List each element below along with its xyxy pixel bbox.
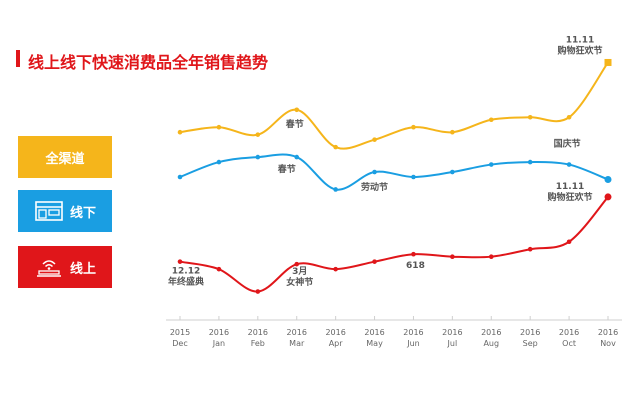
data-point-online: [488, 254, 494, 259]
legend-online: 线上: [18, 246, 112, 288]
x-tick-month: Nov: [600, 339, 616, 348]
annotation-label: 3月: [292, 266, 307, 277]
x-tick-month: Oct: [562, 339, 576, 348]
x-tick-year: 2016: [520, 328, 540, 337]
x-tick-month: Jun: [406, 339, 420, 348]
title-accent-bar: [16, 50, 20, 67]
data-point-online: [255, 289, 261, 294]
legend-offline-label: 线下: [70, 205, 97, 221]
x-tick-month: Sep: [523, 339, 538, 348]
x-tick-month: Feb: [251, 339, 265, 348]
x-tick-month: Jul: [447, 339, 458, 348]
x-tick-month: Aug: [483, 339, 499, 348]
x-tick-month: May: [366, 339, 383, 348]
annotation-label: 国庆节: [554, 138, 581, 150]
x-tick-year: 2015: [170, 328, 190, 337]
store-icon: [34, 200, 64, 222]
annotation-label: 劳动节: [361, 181, 388, 193]
legend-offline: 线下: [18, 190, 112, 232]
data-point-online: [450, 254, 455, 259]
data-point-online: [411, 251, 416, 257]
data-point-offline: [294, 154, 300, 160]
x-tick-year: 2016: [209, 328, 229, 337]
x-tick-year: 2016: [403, 328, 423, 337]
x-tick-month: Apr: [329, 339, 344, 348]
annotation-label: 11.11: [556, 182, 584, 192]
annotation-label: 618: [406, 261, 425, 271]
data-point-offline: [604, 176, 612, 183]
series-line-offline: [179, 153, 609, 191]
x-tick-year: 2016: [598, 328, 618, 337]
legend-online-label: 线上: [70, 261, 97, 277]
x-tick-year: 2016: [325, 328, 345, 337]
x-tick-year: 2016: [442, 328, 462, 337]
legend-total-label: 全渠道: [45, 151, 85, 167]
chart-title: 线上线下快速消费品全年销售趋势: [28, 53, 269, 72]
x-tick-year: 2016: [287, 328, 307, 337]
data-point-offline: [527, 159, 533, 165]
data-point-offline: [216, 159, 222, 165]
annotation-label: 春节: [277, 163, 296, 175]
legend-total: 全渠道: [18, 136, 112, 178]
x-tick-year: 2016: [481, 328, 501, 337]
data-point-offline: [450, 169, 455, 175]
x-tick-month: Dec: [172, 339, 187, 348]
annotation-label: 12.12: [172, 267, 200, 277]
data-point-total: [566, 114, 572, 120]
data-point-total: [372, 137, 377, 142]
data-point-total: [255, 132, 261, 137]
data-point-total: [177, 129, 183, 135]
annotation-label: 11.11: [566, 35, 594, 45]
data-point-offline: [488, 162, 494, 167]
x-tick-year: 2016: [559, 328, 579, 337]
annotation-label: 女神节: [286, 276, 313, 288]
annotation-label: 购物狂欢节: [547, 191, 592, 203]
annotation-label: 购物狂欢节: [557, 44, 602, 56]
data-point-offline: [255, 154, 261, 160]
data-point-offline: [411, 174, 416, 180]
data-point-total: [294, 107, 300, 113]
x-tick-month: Mar: [289, 339, 305, 348]
data-point-online: [177, 259, 183, 264]
data-point-online: [604, 193, 612, 201]
data-point-offline: [333, 187, 338, 192]
x-tick-year: 2016: [248, 328, 268, 337]
laptop-wifi-icon: [34, 256, 64, 278]
data-point-total: [527, 114, 533, 120]
data-point-total: [216, 124, 222, 130]
data-point-online: [333, 266, 338, 272]
data-point-total: [604, 58, 612, 66]
data-point-total: [333, 144, 338, 150]
x-tick-month: Jan: [212, 339, 225, 348]
data-point-offline: [177, 174, 183, 180]
data-point-offline: [372, 169, 377, 175]
data-point-total: [411, 124, 416, 130]
series-line-total: [179, 61, 609, 150]
data-point-online: [294, 261, 300, 267]
data-point-online: [566, 239, 572, 245]
data-point-offline: [566, 162, 572, 167]
x-tick-year: 2016: [364, 328, 384, 337]
data-point-online: [372, 259, 377, 264]
annotation-label: 春节: [285, 118, 304, 130]
data-point-online: [216, 266, 222, 272]
annotation-label: 年终盛典: [168, 276, 204, 288]
series-line-online: [179, 196, 609, 293]
data-point-total: [488, 117, 494, 123]
data-point-total: [450, 129, 455, 135]
data-point-online: [527, 246, 533, 252]
